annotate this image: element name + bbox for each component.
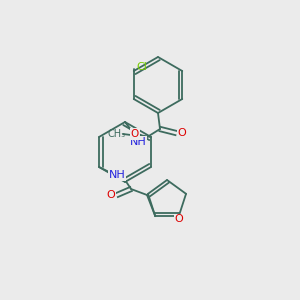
Text: O: O: [178, 128, 186, 138]
Text: NH: NH: [130, 137, 146, 147]
Text: O: O: [106, 190, 116, 200]
Text: NH: NH: [109, 170, 125, 180]
Text: O: O: [174, 214, 183, 224]
Text: CH₃: CH₃: [108, 129, 126, 139]
Text: O: O: [131, 129, 139, 139]
Text: Cl: Cl: [136, 62, 147, 72]
